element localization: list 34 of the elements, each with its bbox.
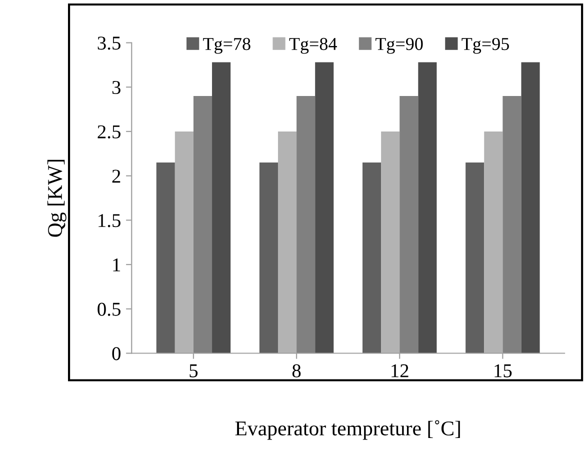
y-tick-label: 1.5 [98, 214, 120, 228]
y-tick-label: 3 [112, 80, 120, 94]
bar [156, 162, 175, 354]
x-axis-title: Evaperator tempreture [˚C] [235, 420, 460, 440]
y-tick-label: 0.5 [98, 302, 120, 316]
bar [521, 62, 540, 354]
bar [400, 96, 418, 354]
bar [259, 162, 278, 354]
x-tick-label: 8 [292, 364, 301, 378]
bar [174, 131, 194, 354]
legend-label: Tg=84 [289, 38, 337, 54]
bar [296, 96, 316, 354]
y-tick-label: 1 [113, 258, 120, 272]
bar [278, 131, 297, 354]
bar [502, 96, 522, 354]
y-tick-label: 0 [112, 347, 120, 360]
x-tick-label: 12 [392, 364, 408, 378]
y-axis-title: Qg [KW] [47, 160, 66, 237]
bar [381, 131, 400, 354]
bar [193, 96, 212, 354]
bar [484, 131, 503, 354]
y-tick-label: 2.5 [98, 125, 120, 138]
legend-label: Tg=95 [462, 38, 509, 54]
legend-label: Tg=78 [203, 38, 250, 54]
y-tick-label: 3.5 [98, 36, 120, 50]
bar [362, 162, 382, 354]
x-tick-label: 15 [494, 364, 512, 378]
bar [466, 162, 484, 354]
bar [315, 62, 334, 354]
bar [212, 62, 231, 354]
bar [418, 62, 437, 354]
legend-label: Tg=90 [375, 38, 423, 54]
x-tick-label: 5 [190, 364, 198, 378]
y-tick-label: 2 [112, 170, 120, 183]
